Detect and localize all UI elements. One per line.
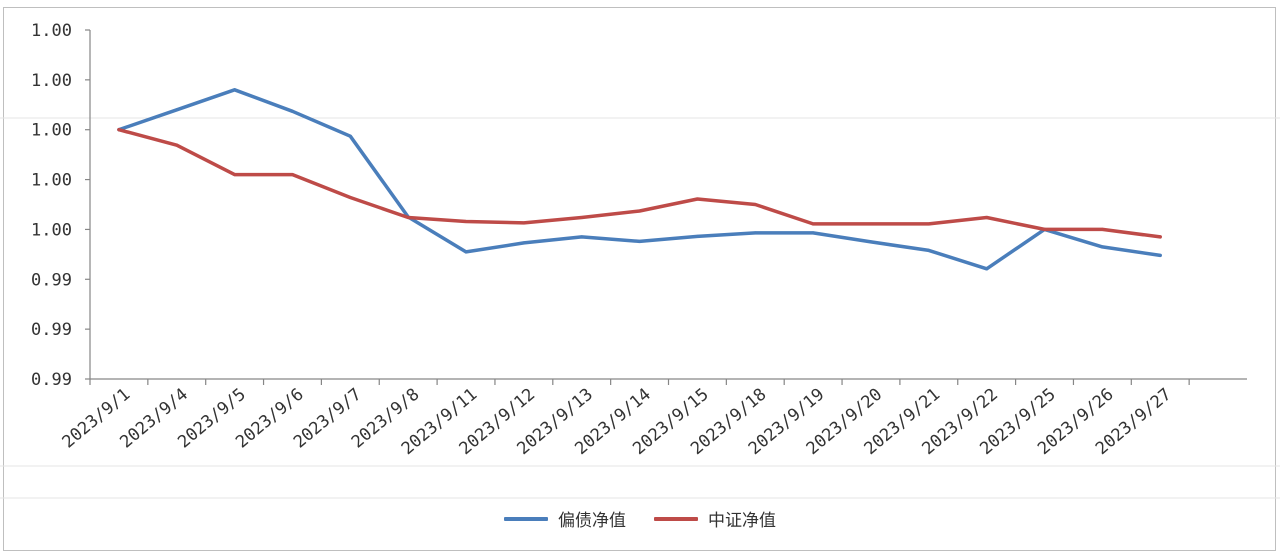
data-point-series-1 xyxy=(927,248,931,252)
y-tick-label: 1.00 xyxy=(31,21,72,41)
data-point-series-1 xyxy=(580,235,584,239)
data-point-series-1 xyxy=(695,234,699,238)
data-point-series-2 xyxy=(811,222,815,226)
y-tick-label: 1.00 xyxy=(31,71,72,91)
data-point-series-2 xyxy=(695,197,699,201)
data-point-series-2 xyxy=(869,222,873,226)
data-point-series-1 xyxy=(233,88,237,92)
data-point-series-1 xyxy=(175,108,179,112)
legend-item-series-2: 中证净值 xyxy=(654,506,776,531)
data-point-series-2 xyxy=(1043,227,1047,231)
y-tick-label: 1.00 xyxy=(31,121,72,141)
data-point-series-2 xyxy=(175,143,179,147)
y-tick-label: 0.99 xyxy=(31,320,72,340)
data-point-series-2 xyxy=(290,173,294,177)
data-point-series-1 xyxy=(348,134,352,138)
legend-label-series-1: 偏债净值 xyxy=(558,511,626,531)
y-axis-ticks: 1.00 1.00 1.00 1.00 1.00 0.99 0.99 0.99 xyxy=(31,21,90,390)
y-tick-label: 1.00 xyxy=(31,171,72,191)
y-tick-label: 1.00 xyxy=(31,220,72,240)
data-point-series-2 xyxy=(638,209,642,213)
legend-label-series-2: 中证净值 xyxy=(708,511,776,531)
data-point-series-2 xyxy=(985,215,989,219)
data-point-series-1 xyxy=(869,240,873,244)
data-point-series-2 xyxy=(233,173,237,177)
data-point-series-2 xyxy=(117,128,121,132)
data-point-series-1 xyxy=(464,250,468,254)
legend-item-series-1: 偏债净值 xyxy=(504,506,626,531)
data-point-series-2 xyxy=(348,196,352,200)
chart-legend: 偏债净值 中证净值 xyxy=(0,506,1280,531)
data-point-series-1 xyxy=(811,231,815,235)
series-line-2 xyxy=(117,127,1162,239)
data-point-series-1 xyxy=(753,231,757,235)
grid-layer xyxy=(0,117,1280,499)
y-tick-label: 0.99 xyxy=(31,270,72,290)
data-point-series-2 xyxy=(927,222,931,226)
data-point-series-2 xyxy=(464,219,468,223)
data-point-series-1 xyxy=(290,109,294,113)
data-point-series-1 xyxy=(1100,245,1104,249)
x-axis-ticks: 2023/9/12023/9/42023/9/52023/9/62023/9/7… xyxy=(59,379,1190,459)
data-point-series-2 xyxy=(522,221,526,225)
legend-swatch-series-1 xyxy=(504,516,548,521)
data-point-series-2 xyxy=(1100,227,1104,231)
data-point-series-1 xyxy=(1158,253,1162,257)
data-point-series-2 xyxy=(406,215,410,219)
data-point-series-1 xyxy=(985,267,989,271)
y-tick-label: 0.99 xyxy=(31,370,72,390)
data-point-series-2 xyxy=(1158,235,1162,239)
data-point-series-2 xyxy=(580,215,584,219)
data-point-series-2 xyxy=(753,203,757,206)
series-layer xyxy=(117,88,1162,271)
legend-swatch-series-2 xyxy=(654,516,698,521)
data-point-series-1 xyxy=(522,241,526,245)
data-point-series-1 xyxy=(638,239,642,243)
